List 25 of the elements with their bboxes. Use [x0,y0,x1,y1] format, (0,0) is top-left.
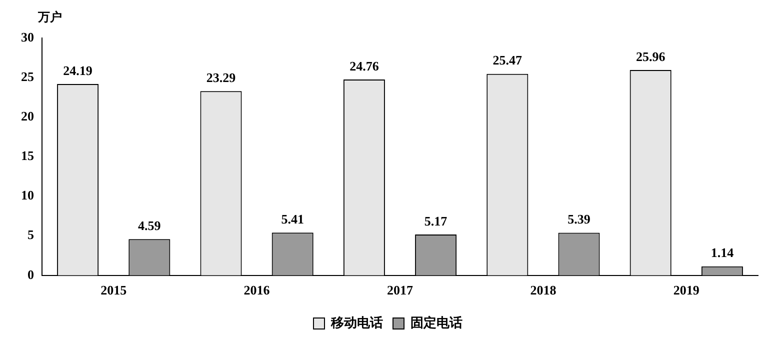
data-label: 4.59 [138,218,162,233]
data-label: 5.41 [281,211,304,226]
y-tick-label: 25 [21,68,34,84]
data-label: 5.17 [424,213,448,228]
x-tick-label: 2017 [387,282,414,298]
data-label: 1.14 [710,245,734,260]
legend-label: 移动电话 [330,314,383,330]
data-label: 24.76 [350,58,380,74]
x-tick-label: 2019 [673,282,700,298]
data-label: 24.19 [63,62,93,78]
data-label: 25.96 [636,48,666,64]
y-tick-label: 15 [21,148,34,164]
data-label: 25.47 [492,52,523,68]
y-tick-label: 10 [21,188,34,203]
y-tick-label: 30 [21,29,34,44]
y-tick-label: 20 [21,108,34,124]
legend-label: 固定电话 [410,314,462,330]
data-label: 23.29 [206,70,236,85]
y-tick-label: 0 [28,266,34,282]
y-axis-title: 万户 [37,10,62,24]
x-tick-label: 2018 [530,282,557,298]
x-tick-label: 2015 [100,282,128,298]
y-tick-label: 5 [28,227,34,242]
x-tick-label: 2016 [244,282,270,298]
data-label: 5.39 [568,212,591,227]
